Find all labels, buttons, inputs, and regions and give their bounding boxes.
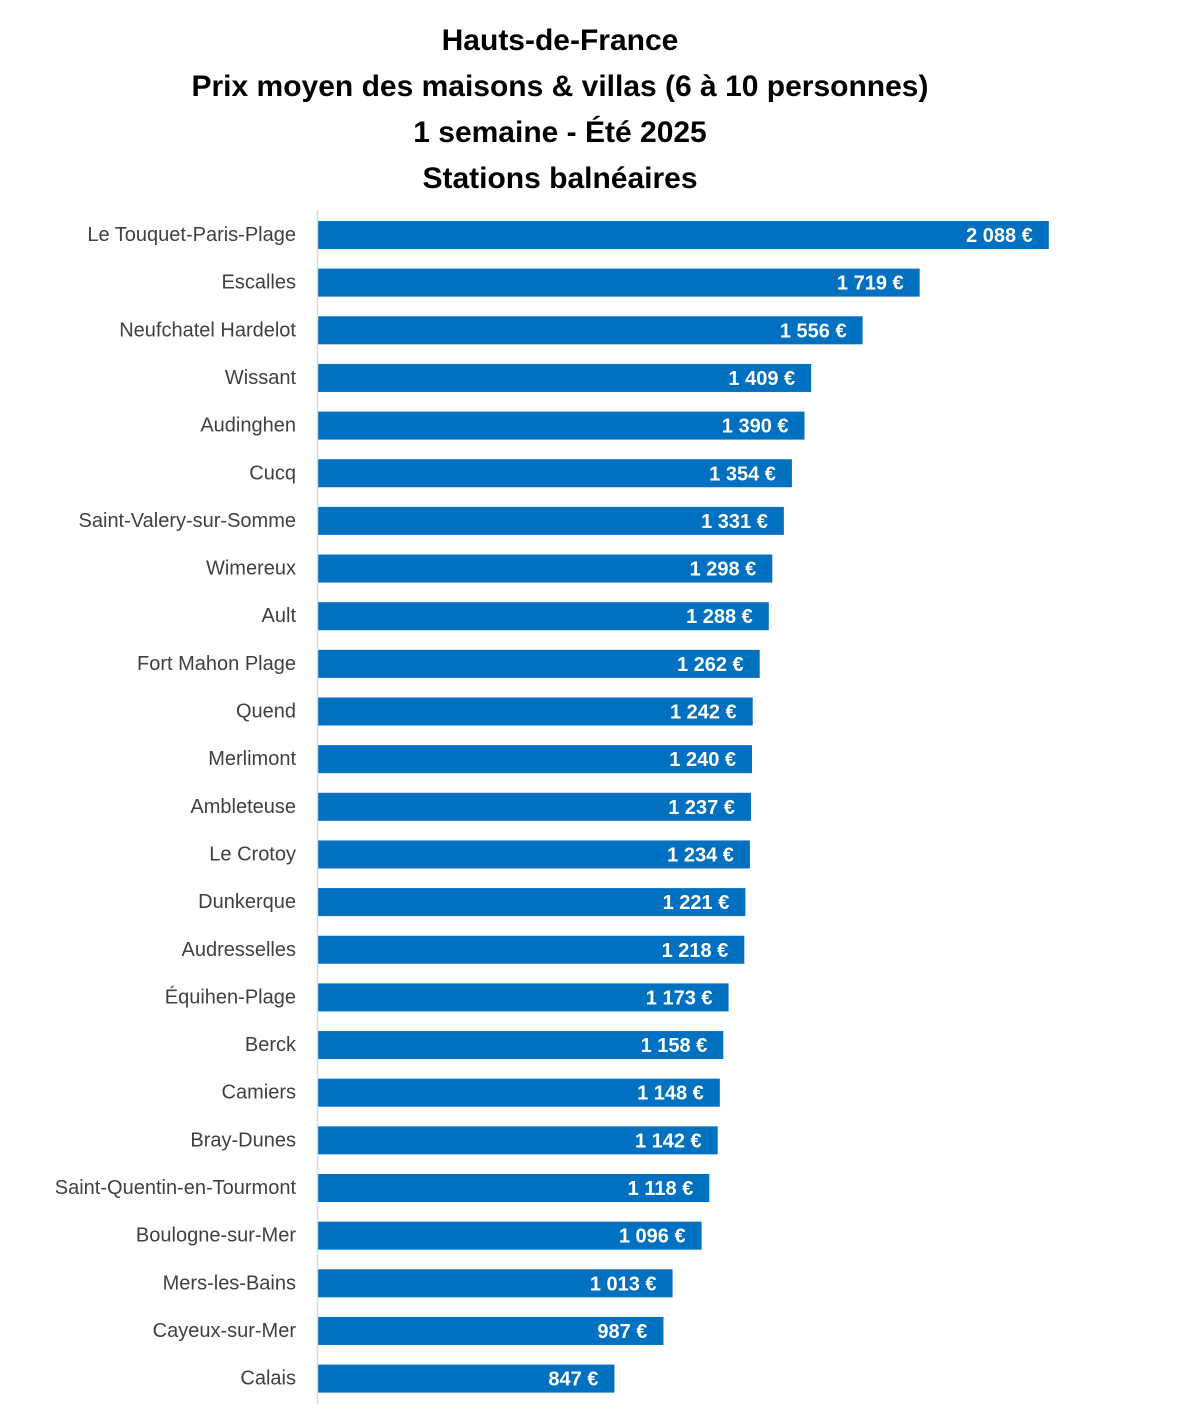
category-labels-layer: Le Touquet-Paris-Plage Escalles Neufchatel…: [55, 224, 297, 1390]
bar: [318, 1221, 702, 1250]
category-label: Audresselles: [181, 939, 296, 961]
value-label: 1 288 €: [686, 606, 753, 628]
category-label: Mers-les-Bains: [163, 1272, 296, 1294]
bar: [318, 221, 1049, 249]
category-label: Bray-Dunes: [190, 1129, 296, 1151]
value-label: 1 390 €: [722, 416, 789, 438]
value-label: 1 221 €: [663, 892, 730, 914]
bar: [318, 1316, 664, 1345]
value-label: 1 556 €: [780, 320, 847, 342]
bar: [318, 1364, 615, 1393]
bar: [318, 697, 753, 726]
value-label: 1 719 €: [837, 273, 904, 295]
value-label: 2 088 €: [966, 225, 1033, 247]
chart-title: Hauts-de-France Prix moyen des maisons &…: [0, 18, 1120, 202]
category-label: Camiers: [222, 1082, 296, 1104]
category-label: Quend: [236, 701, 296, 723]
bar: [318, 316, 863, 345]
value-label: 1 237 €: [668, 797, 735, 819]
bar: [318, 1126, 718, 1155]
category-label: Wimereux: [206, 558, 296, 580]
category-label: Le Crotoy: [209, 843, 296, 865]
bar: [318, 649, 760, 678]
value-label: 1 354 €: [709, 463, 776, 485]
category-label: Wissant: [225, 367, 297, 389]
chart-title-line-3: 1 semaine - Été 2025: [413, 116, 707, 149]
value-label: 1 142 €: [635, 1130, 702, 1152]
bar: [318, 363, 812, 392]
value-label: 1 148 €: [637, 1083, 704, 1105]
category-label: Berck: [245, 1034, 297, 1056]
chart-title-line-4: Stations balnéaires: [422, 162, 698, 195]
bar: [318, 459, 792, 488]
value-label: 1 298 €: [690, 559, 757, 581]
category-label: Saint-Quentin-en-Tourmont: [55, 1177, 297, 1199]
category-label: Neufchatel Hardelot: [119, 319, 296, 341]
value-label: 1 013 €: [590, 1273, 657, 1295]
bar: [318, 840, 750, 869]
category-label: Boulogne-sur-Mer: [136, 1225, 296, 1247]
value-label: 1 331 €: [701, 511, 768, 533]
value-label: 1 262 €: [677, 654, 744, 676]
category-label: Cucq: [249, 462, 296, 484]
value-label: 1 118 €: [628, 1178, 694, 1200]
category-label: Ault: [262, 605, 297, 627]
category-label: Dunkerque: [198, 891, 296, 913]
value-label: 1 234 €: [667, 844, 734, 866]
category-label: Merlimont: [208, 748, 296, 770]
category-label: Ambleteuse: [190, 796, 296, 818]
value-label: 1 240 €: [669, 749, 736, 771]
category-label: Audinghen: [200, 415, 296, 437]
category-label: Saint-Valery-sur-Somme: [79, 510, 296, 532]
category-label: Calais: [240, 1368, 296, 1390]
value-label: 1 158 €: [641, 1035, 708, 1057]
value-label: 1 218 €: [662, 940, 729, 962]
category-label: Fort Mahon Plage: [137, 653, 296, 675]
value-label: 1 242 €: [670, 702, 737, 724]
value-label: 1 096 €: [619, 1226, 686, 1248]
bars-layer: [318, 221, 1049, 1393]
bar: [318, 1078, 720, 1107]
bar: [318, 983, 729, 1012]
value-label: 847 €: [548, 1369, 598, 1391]
category-label: Le Touquet-Paris-Plage: [87, 224, 296, 246]
bar: [318, 411, 805, 440]
chart-title-line-2: Prix moyen des maisons & villas (6 à 10 …: [191, 70, 929, 103]
bar: [318, 506, 784, 535]
category-label: Escalles: [222, 272, 296, 294]
bar: [318, 792, 751, 821]
value-labels-layer: 2 088 € 1 719 € 1 556 € 1 409 € 1 390 € 1 354…: [548, 225, 1032, 1391]
bar: [318, 888, 746, 917]
value-label: 1 409 €: [728, 368, 795, 390]
category-label: Cayeux-sur-Mer: [153, 1320, 297, 1342]
value-label: 1 173 €: [646, 987, 713, 1009]
bar: [318, 268, 920, 297]
bar: [318, 1031, 724, 1060]
bar: [318, 1174, 710, 1202]
category-label: Équihen-Plage: [165, 985, 296, 1008]
bar: [318, 935, 745, 964]
bar: [318, 1269, 673, 1298]
chart-title-line-1: Hauts-de-France: [441, 24, 679, 57]
bar: [318, 745, 752, 774]
bar: [318, 602, 769, 631]
bar: [318, 554, 773, 583]
value-label: 987 €: [597, 1321, 647, 1343]
